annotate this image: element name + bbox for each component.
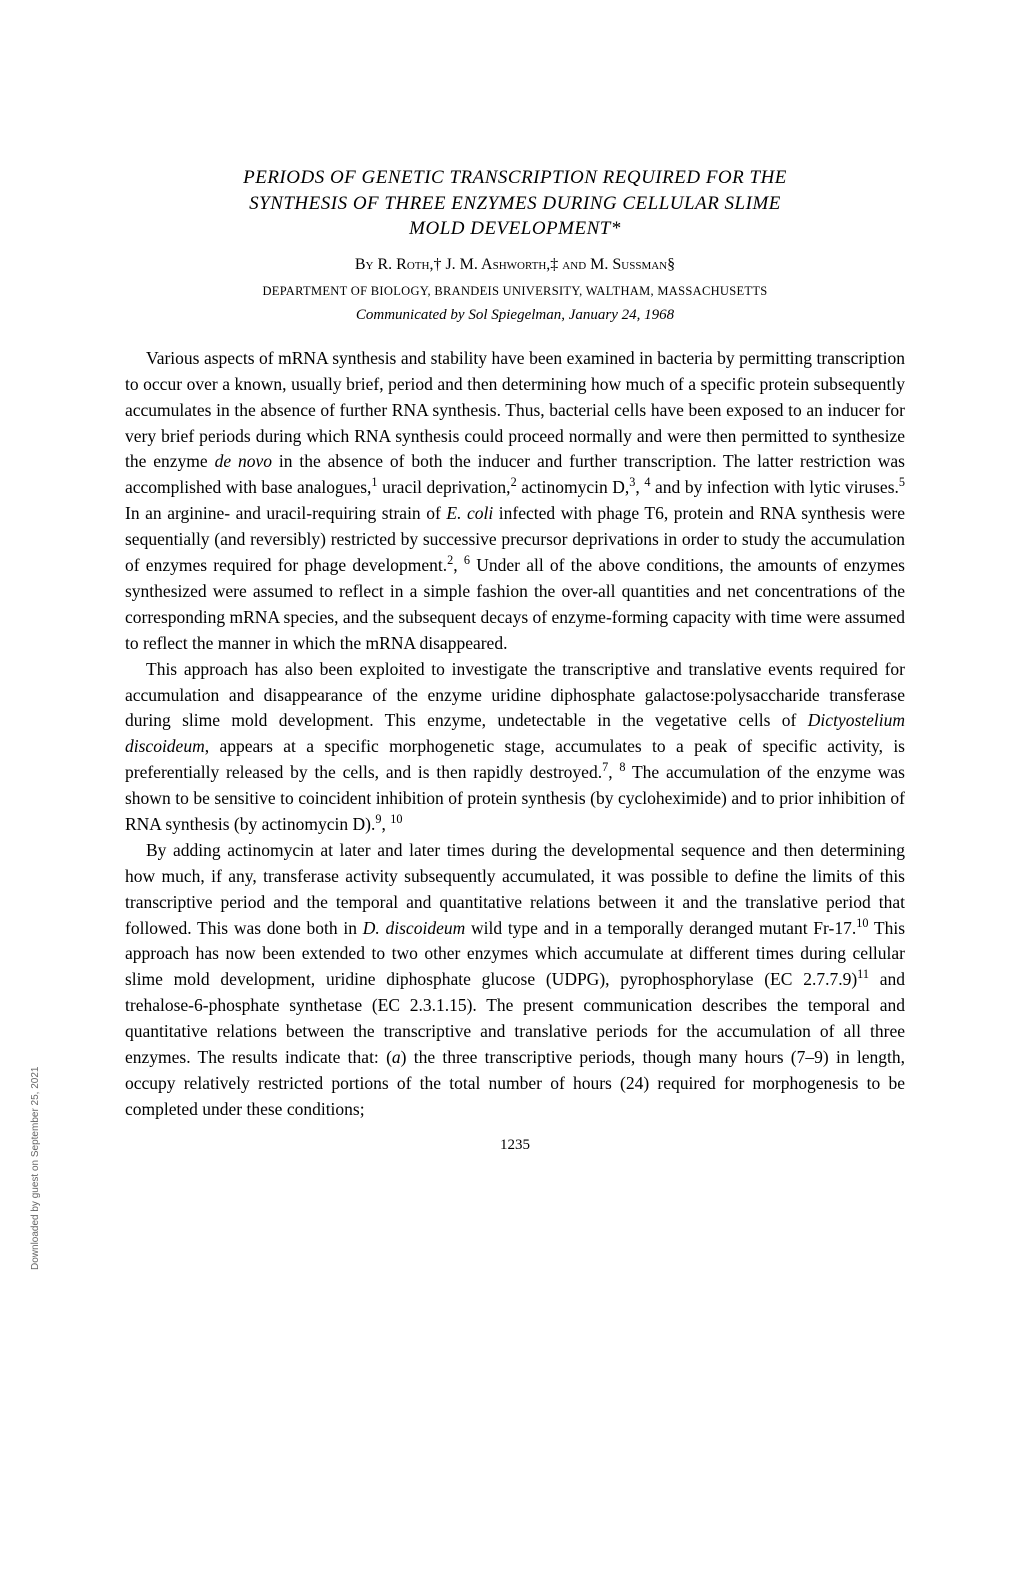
authors-line: By R. Roth,† J. M. Ashworth,‡ and M. Sus… xyxy=(125,256,905,274)
paper-title: PERIODS OF GENETIC TRANSCRIPTION REQUIRE… xyxy=(125,165,905,242)
paper-page: PERIODS OF GENETIC TRANSCRIPTION REQUIRE… xyxy=(0,0,1020,1214)
paragraph-3: By adding actinomycin at later and later… xyxy=(125,838,905,1123)
paragraph-2: This approach has also been exploited to… xyxy=(125,657,905,838)
title-line3: MOLD DEVELOPMENT* xyxy=(409,218,621,239)
paragraph-1: Various aspects of mRNA synthesis and st… xyxy=(125,346,905,657)
title-line2: SYNTHESIS OF THREE ENZYMES DURING CELLUL… xyxy=(249,193,781,214)
communicated-line: Communicated by Sol Spiegelman, January … xyxy=(125,307,905,324)
title-line1: PERIODS OF GENETIC TRANSCRIPTION REQUIRE… xyxy=(243,167,787,188)
body-text: Various aspects of mRNA synthesis and st… xyxy=(125,346,905,1123)
author-names: R. Roth,† J. M. Ashworth,‡ and M. Sussma… xyxy=(378,256,676,273)
by-label: By xyxy=(355,256,378,273)
department-line: DEPARTMENT OF BIOLOGY, BRANDEIS UNIVERSI… xyxy=(125,284,905,299)
page-number: 1235 xyxy=(125,1137,905,1154)
download-notice: Downloaded by guest on September 25, 202… xyxy=(30,1067,41,1270)
